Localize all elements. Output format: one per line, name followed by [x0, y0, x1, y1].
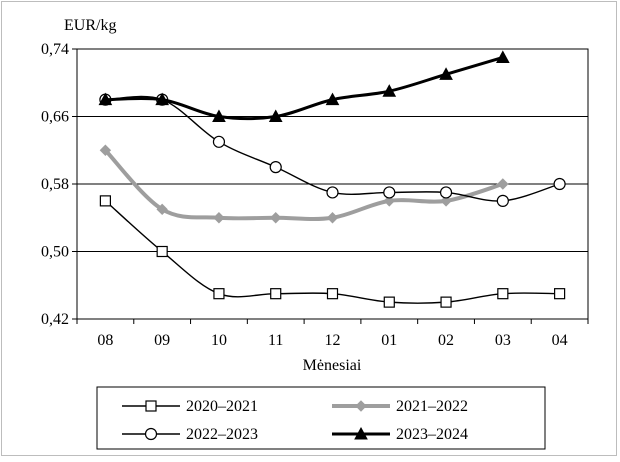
- data-point: [495, 50, 510, 63]
- y-tick-label: 0,42: [41, 311, 69, 328]
- data-point: [212, 109, 226, 122]
- series-line: [103, 55, 505, 121]
- legend-entry: 2020–2021: [122, 398, 258, 415]
- data-point: [554, 288, 566, 300]
- data-point: [326, 288, 339, 300]
- legend-swatch-marker: [144, 427, 158, 441]
- data-point: [440, 195, 452, 207]
- legend-box: [96, 386, 546, 450]
- data-point: [325, 92, 340, 106]
- series-2022–2023: [99, 93, 566, 207]
- data-point: [213, 212, 225, 224]
- legend-swatch-marker: [145, 400, 157, 412]
- data-point: [439, 67, 453, 80]
- gridlines: [77, 116, 588, 252]
- legend: 2020–2021 2021–2022 2022–2023 2023–2024: [122, 398, 468, 443]
- x-tick-label: 10: [211, 332, 227, 349]
- legend-label: 2023–2024: [396, 426, 468, 443]
- y-axis-label: EUR/kg: [64, 17, 116, 34]
- y-axis-ticks: 0,42 0,50 0,58 0,66 0,74: [41, 41, 77, 328]
- data-point: [270, 212, 282, 224]
- legend-label: 2020–2021: [186, 398, 258, 415]
- legend-entry: 2022–2023: [122, 426, 258, 443]
- data-point: [326, 212, 339, 224]
- y-tick-label: 0,74: [41, 41, 69, 58]
- data-point: [496, 194, 509, 207]
- x-tick-label: 09: [154, 332, 170, 349]
- x-axis-label: Mėnesiai: [303, 357, 362, 374]
- data-point: [155, 92, 170, 106]
- series-line: [104, 95, 561, 202]
- chart-frame: EUR/kg 0,42 0,50 0,58 0,66 0,74 08 09 10 11 12 01…: [1, 1, 617, 456]
- x-tick-label: 08: [97, 332, 113, 349]
- x-axis-ticks: 08 09 10 11 12 01 02 03 04: [76, 319, 589, 349]
- legend-entry: 2021–2022: [332, 398, 468, 415]
- x-tick-label: 04: [552, 332, 568, 349]
- data-point: [212, 135, 226, 148]
- series-2023–2024: [98, 50, 510, 122]
- data-point: [382, 84, 397, 97]
- data-point: [98, 92, 113, 106]
- series-2021–2022: [99, 144, 509, 224]
- x-tick-label: 11: [268, 332, 283, 349]
- data-point: [99, 144, 112, 156]
- data-point: [269, 161, 282, 174]
- line-chart: EUR/kg 0,42 0,50 0,58 0,66 0,74 08 09 10 11 12 01…: [41, 17, 589, 450]
- legend-label: 2021–2022: [396, 398, 468, 415]
- y-tick-label: 0,58: [41, 176, 69, 193]
- data-point: [553, 177, 566, 191]
- data-point: [383, 296, 395, 308]
- legend-swatch-marker: [355, 400, 367, 412]
- x-tick-label: 01: [381, 332, 397, 349]
- data-point: [497, 178, 509, 190]
- data-point: [156, 245, 168, 258]
- y-tick-label: 0,66: [41, 109, 69, 126]
- x-tick-label: 12: [325, 332, 341, 349]
- y-tick-label: 0,50: [41, 244, 69, 261]
- x-tick-label: 03: [495, 332, 511, 349]
- series-2020–2021: [99, 195, 566, 308]
- legend-label: 2022–2023: [186, 426, 258, 443]
- data-point: [270, 288, 282, 300]
- data-point: [497, 288, 509, 300]
- data-point: [156, 203, 168, 216]
- legend-entry: 2023–2024: [332, 426, 468, 443]
- data-point: [440, 296, 452, 308]
- data-point: [383, 195, 395, 207]
- data-point: [213, 288, 225, 300]
- series-layer: [98, 50, 566, 308]
- data-point: [326, 186, 339, 199]
- data-point: [383, 186, 396, 199]
- data-point: [439, 186, 453, 199]
- data-point: [268, 109, 283, 122]
- x-tick-label: 02: [438, 332, 454, 349]
- legend-swatch-marker: [354, 426, 368, 440]
- data-point: [99, 195, 111, 207]
